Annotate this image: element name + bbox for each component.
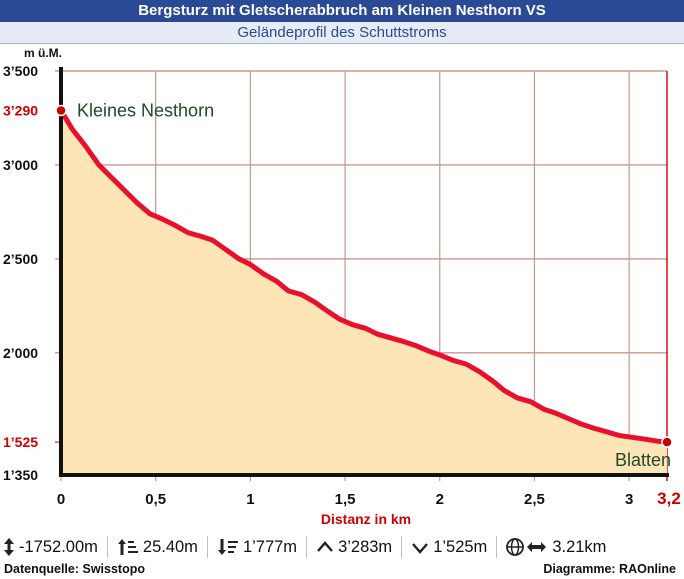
x-tick-label: 0 bbox=[57, 491, 65, 508]
y-tick-label: 2’500 bbox=[3, 251, 38, 267]
x-tick-label: 3 bbox=[625, 491, 633, 508]
markers-layer bbox=[55, 104, 673, 448]
chevron-down-icon bbox=[412, 543, 429, 554]
y-tick-label: 2’000 bbox=[3, 345, 38, 361]
stat-min-elevation: 1’525m bbox=[411, 537, 487, 557]
route-stats-bar: -1752.00m 25.40m 1’777m 3’283m 1’525m bbox=[0, 534, 684, 560]
profile-area-fill bbox=[61, 110, 667, 476]
chevron-up-icon bbox=[317, 541, 333, 552]
x-tick-label: 2,5 bbox=[524, 491, 545, 508]
stat-ascent-value: 25.40m bbox=[142, 537, 198, 556]
start-location-label: Kleines Nesthorn bbox=[77, 100, 214, 120]
vertical-arrows-icon bbox=[4, 538, 14, 556]
stat-ascent: 25.40m bbox=[117, 537, 198, 557]
labels-layer: m ü.M. 1’350 2’000 2’500 3’000 3’500 3’290 1’52… bbox=[3, 46, 681, 527]
elevation-profile-chart: m ü.M. 1’350 2’000 2’500 3’000 3’500 3’290 1’52… bbox=[3, 46, 681, 527]
stat-height-diff-value: -1752.00m bbox=[19, 537, 98, 556]
stat-max-elevation-value: 3’283m bbox=[338, 537, 393, 556]
stat-divider bbox=[401, 536, 403, 558]
x-tick-label: 1,5 bbox=[335, 491, 356, 508]
y-highlight-tick-label: 1’525 bbox=[3, 434, 38, 450]
chart-subtitle: Geländeprofil des Schuttstroms bbox=[0, 22, 684, 44]
end-point-marker bbox=[661, 436, 673, 448]
diagram-credit: Diagramme: RAOnline bbox=[543, 562, 676, 576]
stat-distance-value: 3.21km bbox=[552, 537, 607, 556]
profile-line bbox=[58, 107, 670, 445]
x-tick-label: 1 bbox=[246, 491, 254, 508]
stat-height-diff: -1752.00m bbox=[3, 537, 98, 557]
x-tick-label: 0,5 bbox=[145, 491, 166, 508]
chart-title: Bergsturz mit Gletscherabbruch am Kleine… bbox=[0, 0, 684, 22]
y-tick-label: 1’350 bbox=[3, 467, 38, 483]
start-point-marker bbox=[55, 104, 67, 117]
stat-divider bbox=[306, 536, 308, 558]
stat-min-elevation-value: 1’525m bbox=[433, 537, 488, 556]
stat-divider bbox=[106, 536, 108, 558]
stat-distance: 3.21km bbox=[506, 537, 606, 557]
globe-distance-icon bbox=[506, 538, 547, 556]
end-location-label: Blatten bbox=[615, 450, 671, 470]
stat-divider bbox=[206, 536, 208, 558]
y-axis-unit-label: m ü.M. bbox=[24, 46, 62, 60]
y-tick-label: 3’500 bbox=[3, 63, 38, 79]
x-end-tick-label: 3,2 bbox=[657, 489, 681, 508]
x-tick-label: 2 bbox=[436, 491, 444, 508]
y-tick-label: 3’000 bbox=[3, 157, 38, 173]
descent-icon bbox=[217, 539, 238, 555]
stat-divider bbox=[496, 536, 498, 558]
x-axis-title: Distanz in km bbox=[321, 511, 411, 527]
stat-descent-value: 1’777m bbox=[242, 537, 298, 556]
data-source-note: Datenquelle: Swisstopo bbox=[4, 562, 145, 576]
stat-max-elevation: 3’283m bbox=[316, 537, 392, 557]
y-highlight-tick-label: 3’290 bbox=[3, 102, 38, 118]
stat-descent: 1’777m bbox=[217, 537, 297, 557]
ascent-icon bbox=[117, 539, 138, 555]
